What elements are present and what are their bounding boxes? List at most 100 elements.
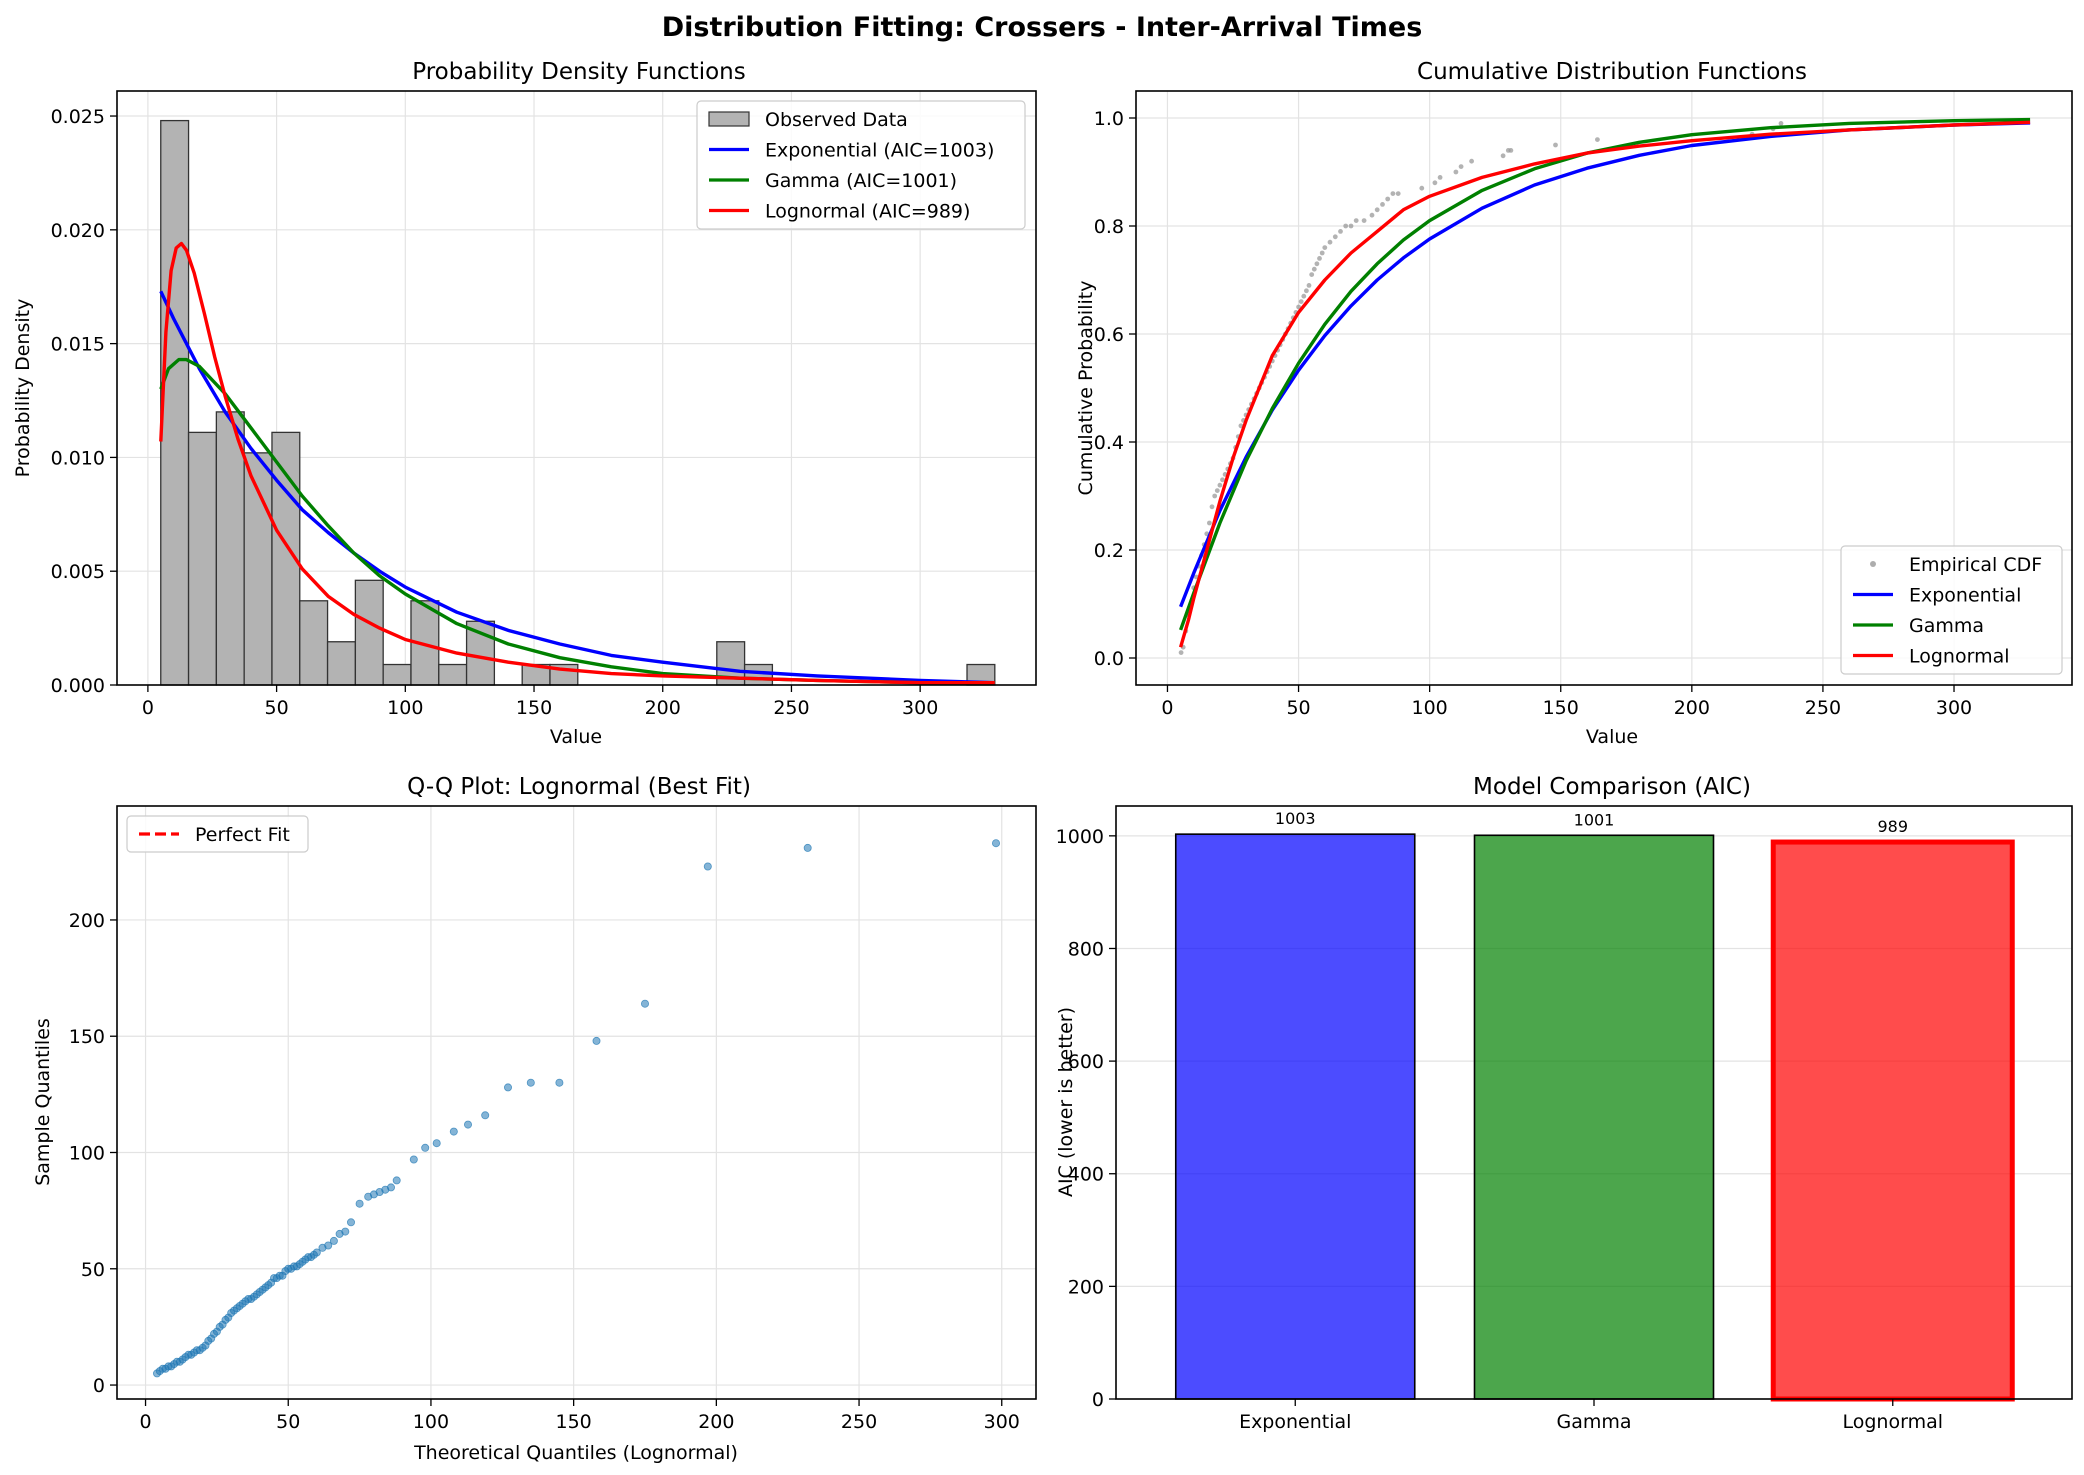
pdf-series-line [159, 241, 995, 685]
qq-point [481, 1111, 490, 1120]
qq-point [526, 1078, 535, 1087]
qq-xlabel: Theoretical Quantiles (Lognormal) [413, 1442, 738, 1464]
qq-xtick-label: 300 [984, 1411, 1020, 1433]
empirical-cdf-point [1374, 207, 1380, 213]
qq-xtick-label: 100 [413, 1411, 449, 1433]
cdf-xtick-label: 50 [1286, 697, 1310, 719]
cdf-xtick-label: 150 [1543, 697, 1579, 719]
qq-xtick-label: 150 [556, 1411, 592, 1433]
aic-ylabel: AIC (lower is better) [1055, 1007, 1077, 1197]
empirical-cdf-point [1369, 212, 1375, 218]
qq-point [346, 1218, 355, 1227]
empirical-cdf-point [1301, 293, 1307, 299]
empirical-cdf-point [1217, 482, 1223, 488]
aic-ytick-label: 1000 [1056, 826, 1104, 848]
pdf-xtick-label: 250 [773, 697, 809, 719]
empirical-cdf-point [1317, 256, 1322, 261]
pdf-panel: Probability Density Functions 0 50 100 150 2… [12, 59, 1037, 748]
qq-point [312, 1248, 321, 1257]
pdf-series-line [159, 290, 995, 685]
cdf-ytick-label: 0.6 [1094, 324, 1124, 346]
empirical-cdf-point [1500, 153, 1506, 159]
qq-point [992, 839, 1001, 848]
empirical-cdf-point [1380, 202, 1385, 207]
empirical-cdf-point [1220, 477, 1225, 483]
empirical-cdf-point [1469, 158, 1474, 164]
qq-ytick-label: 50 [81, 1259, 105, 1281]
cdf-xtick-label: 250 [1805, 697, 1841, 719]
pdf-legend: Observed Data Exponential (AIC=1003) Gamma… [696, 100, 1026, 230]
qq-xtick-label: 50 [276, 1411, 300, 1433]
pdf-xtick-label: 0 [142, 697, 154, 719]
qq-point [803, 843, 812, 852]
empirical-cdf-point [1778, 121, 1784, 126]
empirical-cdf-point [1298, 299, 1304, 304]
empirical-cdf-point [1595, 137, 1600, 143]
qq-title: Q-Q Plot: Lognormal (Best Fit) [407, 774, 751, 800]
qq-ylabel: Sample Quantiles [32, 1018, 54, 1186]
cdf-legend: Empirical CDF Exponential Gamma Lognormal [1840, 545, 2063, 675]
empirical-cdf-point [1332, 234, 1338, 240]
empirical-cdf-point [1319, 250, 1325, 256]
pdf-ytick-label: 0.010 [51, 447, 105, 469]
pdf-xtick-label: 50 [265, 697, 289, 719]
qq-ytick-label: 150 [69, 1026, 105, 1048]
empirical-cdf-point [1322, 245, 1328, 251]
aic-xtick-label: Lognormal [1842, 1411, 1943, 1433]
qq-marks [152, 839, 1001, 1378]
qq-point [355, 1199, 364, 1208]
qq-xtick-label: 200 [698, 1411, 734, 1433]
cdf-title: Cumulative Distribution Functions [1417, 59, 1807, 85]
pdf-ylabel: Probability Density [12, 299, 34, 478]
histogram-bar [160, 119, 190, 686]
empirical-cdf-point [1207, 520, 1212, 526]
aic-panel: Model Comparison (AIC) 1003 1001 989 0 200 4… [1055, 774, 2073, 1433]
qq-point [503, 1083, 512, 1092]
pdf-xlabel: Value [550, 726, 602, 748]
cdf-ytick-label: 0.8 [1094, 216, 1124, 238]
empirical-cdf-point [1212, 493, 1218, 499]
pdf-legend-patch-swatch [708, 111, 750, 127]
cdf-panel: Cumulative Distribution Functions 0 50 100… [1075, 59, 2073, 748]
cdf-legend-label: Exponential [1909, 585, 2021, 607]
cdf-ytick-label: 0.4 [1094, 432, 1124, 454]
qq-panel: Q-Q Plot: Lognormal (Best Fit) 0 50 100 150… [32, 774, 1037, 1464]
empirical-cdf-point [1353, 218, 1359, 224]
empirical-cdf-point [1304, 288, 1309, 294]
qq-point [449, 1127, 458, 1136]
empirical-cdf-point [1314, 261, 1320, 267]
pdf-legend-label: Lognormal (AIC=989) [765, 201, 970, 223]
empirical-cdf-point [1348, 223, 1354, 229]
aic-ytick-label: 400 [1068, 1164, 1104, 1186]
qq-grid [117, 806, 1036, 1399]
cdf-xtick-label: 300 [1936, 697, 1972, 719]
qq-plot-frame [116, 805, 1037, 1400]
histogram-bar [438, 663, 468, 686]
cdf-legend-label: Lognormal [1909, 646, 2010, 668]
histogram-bar [215, 411, 245, 686]
qq-point [324, 1241, 333, 1250]
empirical-cdf-point [1419, 185, 1425, 191]
figure-title: Distribution Fitting: Crossers - Inter-A… [662, 12, 1423, 43]
cdf-legend-label: Empirical CDF [1909, 554, 2042, 576]
qq-legend-label: Perfect Fit [195, 824, 290, 846]
pdf-xtick-label: 200 [645, 697, 681, 719]
qq-point [463, 1120, 472, 1129]
aic-title: Model Comparison (AIC) [1473, 774, 1751, 800]
cdf-series-line [1178, 117, 2031, 631]
pdf-xtick-label: 150 [516, 697, 552, 719]
empirical-cdf-point [1432, 180, 1438, 186]
pdf-xtick-label: 100 [387, 697, 423, 719]
qq-legend-frame [126, 815, 309, 853]
pdf-ytick-label: 0.000 [51, 675, 105, 697]
aic-ytick-label: 0 [1092, 1389, 1104, 1411]
aic-ytick-label: 200 [1068, 1276, 1104, 1298]
cdf-legend-frame [1840, 545, 2063, 675]
qq-ticks: 0 50 100 150 200 250 300 0 50 100 150 200 [69, 910, 1020, 1433]
empirical-cdf-point [1395, 191, 1401, 197]
empirical-cdf-point [1458, 164, 1464, 170]
pdf-marks [159, 119, 996, 686]
empirical-cdf-point [1553, 142, 1558, 148]
empirical-cdf-point [1327, 239, 1333, 245]
